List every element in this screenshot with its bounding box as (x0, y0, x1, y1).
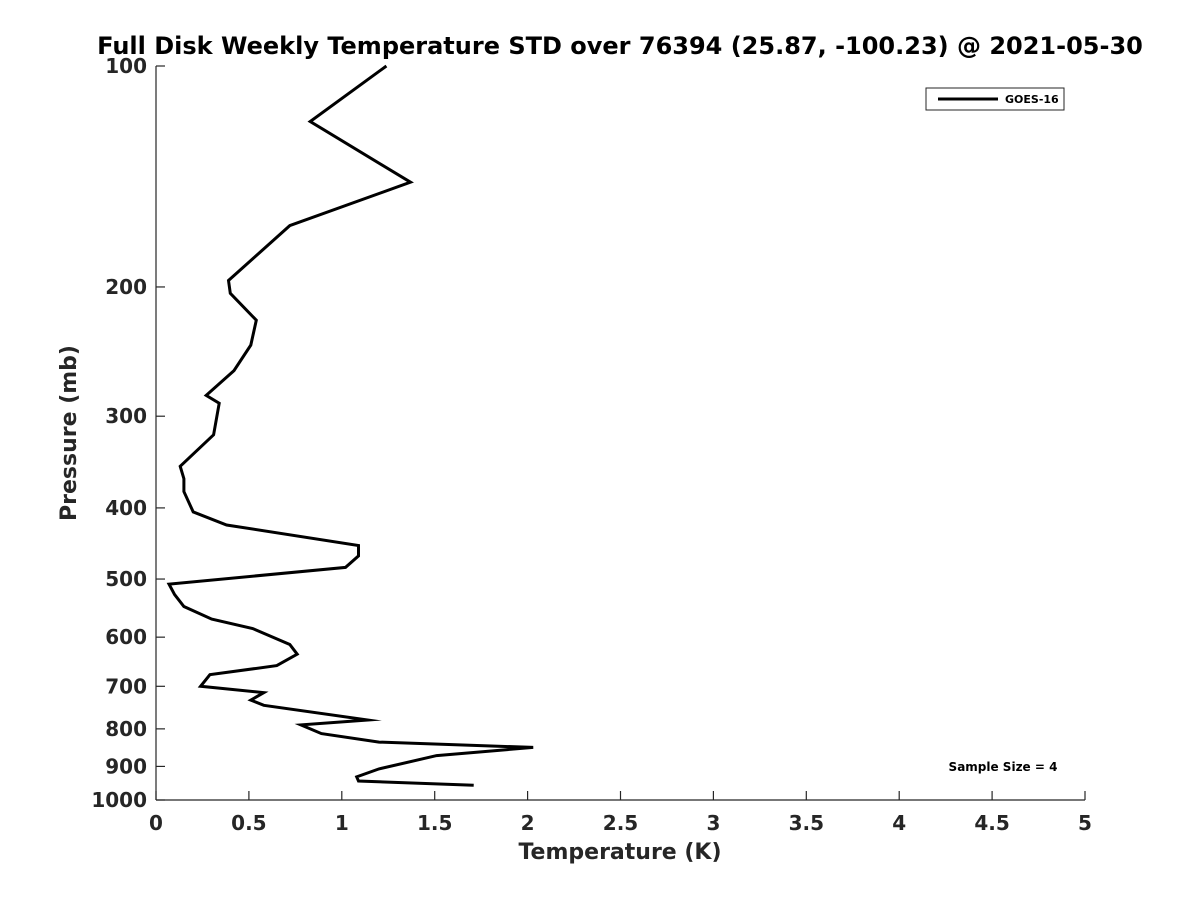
chart-title: Full Disk Weekly Temperature STD over 76… (97, 32, 1143, 60)
y-tick-label: 900 (105, 754, 147, 778)
axes: 0 0.5 1 1.5 2 2.5 3 3.5 4 4.5 5 100 200 300 400 500 600… (91, 54, 1092, 835)
x-tick-label: 3.5 (789, 811, 824, 835)
y-tick-label: 800 (105, 717, 147, 741)
x-axis-label: Temperature (K) (518, 840, 721, 865)
x-tick-label: 3 (706, 811, 720, 835)
sample-size-annotation: Sample Size = 4 (949, 760, 1058, 774)
x-tick-label: 4.5 (974, 811, 1009, 835)
x-tick-label: 2.5 (603, 811, 638, 835)
x-ticks: 0 0.5 1 1.5 2 2.5 3 3.5 4 4.5 5 (149, 791, 1092, 835)
series-line-goes-16 (166, 64, 534, 787)
series-layer (166, 64, 534, 787)
y-tick-label: 100 (105, 54, 147, 78)
x-tick-label: 2 (521, 811, 535, 835)
legend: GOES-16 (925, 87, 1065, 111)
y-ticks: 100 200 300 400 500 600 700 800 900 1000 (91, 54, 165, 812)
y-axis-label: Pressure (mb) (57, 345, 82, 521)
y-tick-label: 200 (105, 275, 147, 299)
y-tick-label: 700 (105, 674, 147, 698)
y-tick-label: 600 (105, 625, 147, 649)
y-tick-label: 500 (105, 567, 147, 591)
x-tick-label: 5 (1078, 811, 1092, 835)
x-tick-label: 1 (335, 811, 349, 835)
y-tick-label: 400 (105, 496, 147, 520)
y-tick-label: 1000 (91, 788, 147, 812)
x-tick-label: 4 (892, 811, 906, 835)
legend-label-goes-16: GOES-16 (1005, 93, 1059, 106)
x-tick-label: 0.5 (231, 811, 266, 835)
x-tick-label: 1.5 (417, 811, 452, 835)
y-tick-label: 300 (105, 404, 147, 428)
x-tick-label: 0 (149, 811, 163, 835)
